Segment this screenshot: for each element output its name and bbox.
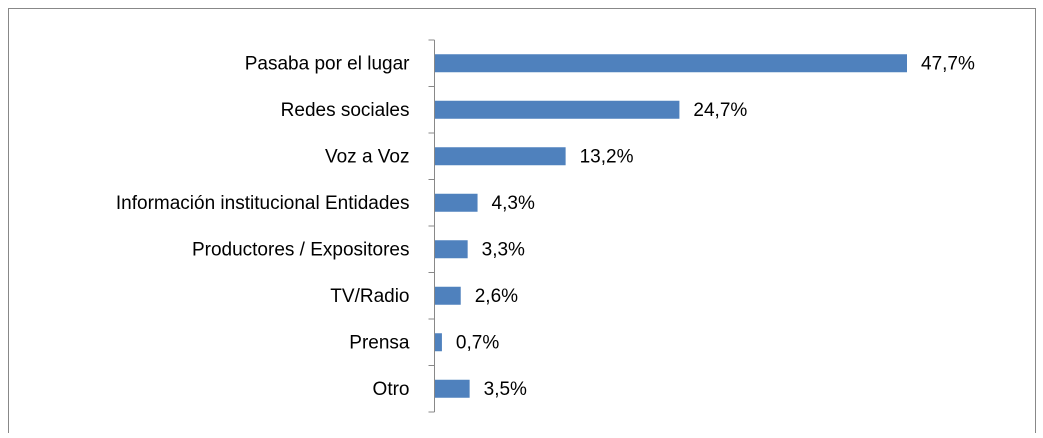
value-label: 13,2% [580,146,634,167]
value-label: 3,3% [482,239,525,260]
category-label: Prensa [349,332,410,353]
value-label: 24,7% [693,100,747,121]
category-label: TV/Radio [330,286,409,307]
bar [435,193,478,212]
bar [435,147,566,166]
category-label: Otro [373,379,410,400]
category-label: Pasaba por el lugar [245,53,410,74]
bar [435,333,442,352]
bar [435,100,680,119]
value-label: 4,3% [492,193,535,214]
category-label: Voz a Voz [325,146,410,167]
value-label: 3,5% [484,379,527,400]
category-label: Redes sociales [281,100,410,121]
category-label: Productores / Expositores [192,239,410,260]
bar [435,240,468,259]
bar [435,379,470,398]
bar [435,54,907,73]
value-label: 47,7% [921,53,975,74]
chart-frame [8,8,1036,438]
value-label: 0,7% [456,332,499,353]
value-label: 2,6% [475,286,518,307]
bar [435,286,461,305]
category-label: Información institucional Entidades [116,193,410,214]
